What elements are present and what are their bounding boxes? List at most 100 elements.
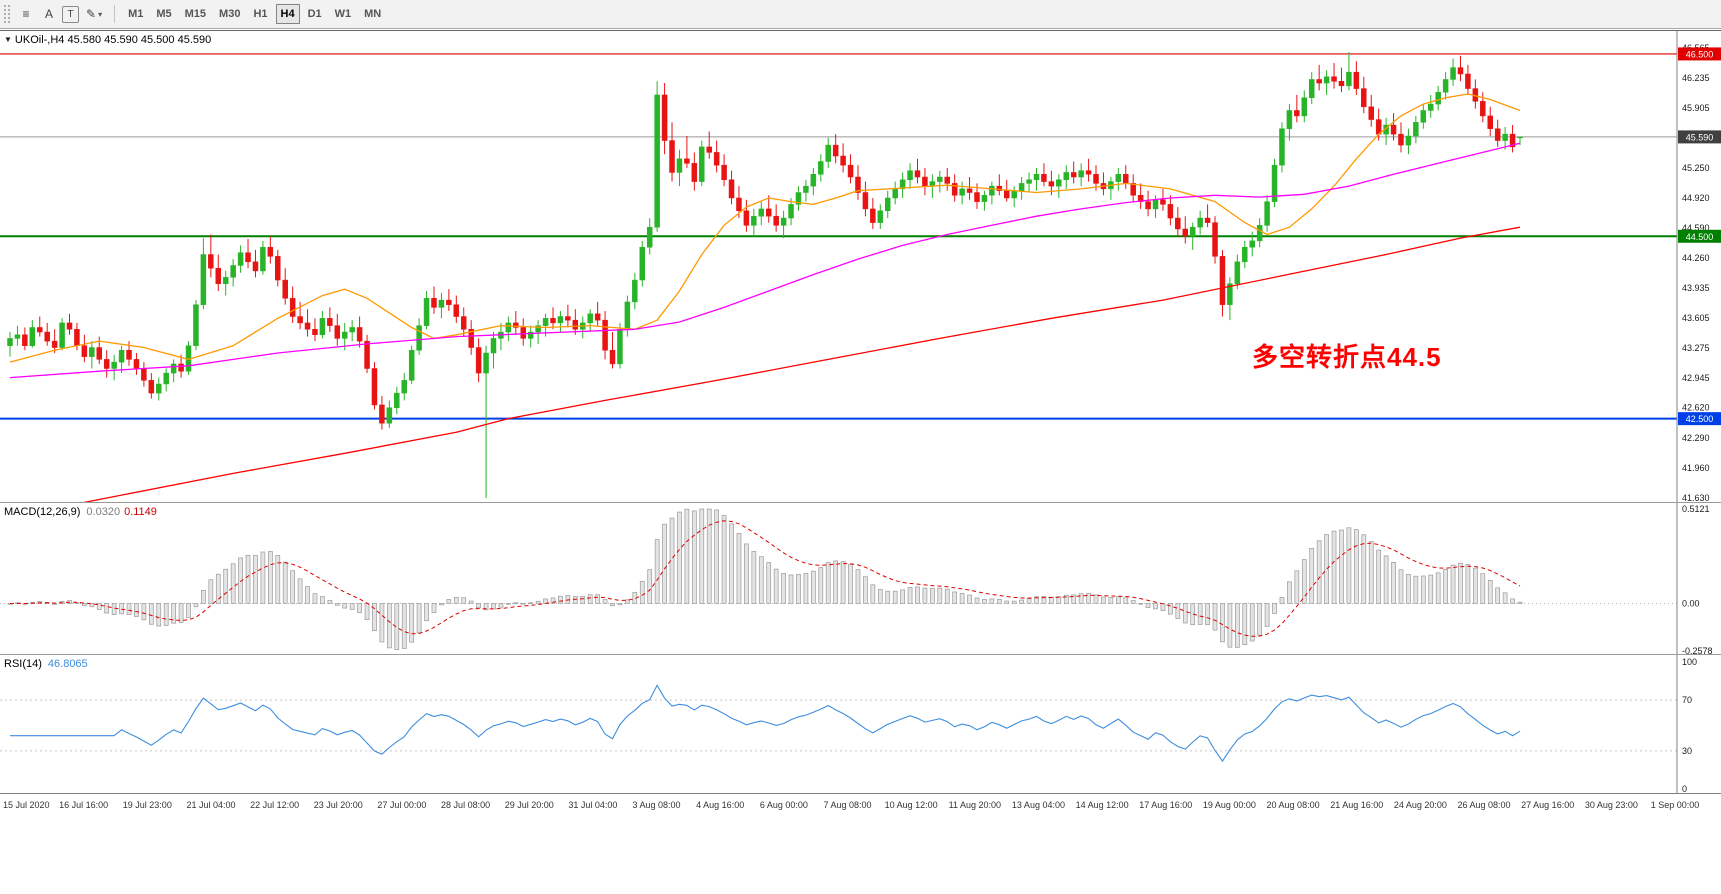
svg-text:13 Aug 04:00: 13 Aug 04:00 xyxy=(1012,800,1065,810)
rsi-name: RSI(14) xyxy=(4,658,42,670)
svg-text:4 Aug 16:00: 4 Aug 16:00 xyxy=(696,800,744,810)
toolbar-separator xyxy=(114,5,116,23)
svg-text:16 Jul 16:00: 16 Jul 16:00 xyxy=(59,800,108,810)
timeframe-m15-button[interactable]: M15 xyxy=(184,8,207,20)
svg-text:21 Jul 04:00: 21 Jul 04:00 xyxy=(186,800,235,810)
svg-text:41.960: 41.960 xyxy=(1682,463,1710,473)
svg-text:30 Aug 23:00: 30 Aug 23:00 xyxy=(1585,800,1638,810)
svg-text:-0.2578: -0.2578 xyxy=(1682,646,1713,654)
svg-text:0.00: 0.00 xyxy=(1682,598,1700,608)
time-axis-labels[interactable]: 15 Jul 2020 16 Jul 16:00 19 Jul 23:00 21 Ju… xyxy=(3,800,1699,810)
svg-text:20 Aug 08:00: 20 Aug 08:00 xyxy=(1267,800,1320,810)
timeframe-m1-button[interactable]: M1 xyxy=(128,8,144,20)
time-axis[interactable]: 15 Jul 2020 16 Jul 16:00 19 Jul 23:00 21 Ju… xyxy=(0,793,1721,815)
ma-medium-magenta xyxy=(9,142,1521,379)
svg-text:45.590: 45.590 xyxy=(1686,132,1714,142)
svg-text:70: 70 xyxy=(1682,695,1692,705)
macd-name: MACD(12,26,9) xyxy=(4,506,81,518)
svg-text:43.605: 43.605 xyxy=(1682,313,1710,323)
svg-text:42.290: 42.290 xyxy=(1682,433,1710,443)
svg-text:17 Aug 16:00: 17 Aug 16:00 xyxy=(1139,800,1192,810)
drawing-tools-group: ≡ A T ✎ ▾ xyxy=(16,4,106,24)
macd-indicator-label: MACD(12,26,9) 0.0320 0.1149 xyxy=(4,506,157,518)
timeframe-h1-button[interactable]: H1 xyxy=(253,8,268,20)
svg-text:24 Aug 20:00: 24 Aug 20:00 xyxy=(1394,800,1447,810)
symbol-dropdown-icon[interactable]: ▼ xyxy=(4,35,12,44)
dropdown-caret-icon[interactable]: ▾ xyxy=(98,9,103,19)
svg-text:3 Aug 08:00: 3 Aug 08:00 xyxy=(633,800,681,810)
timeframe-mn-button[interactable]: MN xyxy=(364,8,382,20)
macd-signal-line xyxy=(9,520,1521,637)
macd-panel[interactable]: 0.5121 0.00 -0.2578 xyxy=(0,502,1721,654)
svg-text:19 Jul 23:00: 19 Jul 23:00 xyxy=(123,800,172,810)
svg-text:11 Aug 20:00: 11 Aug 20:00 xyxy=(949,800,1001,810)
toolbar-grip[interactable] xyxy=(4,5,10,23)
timeframe-d1-button[interactable]: D1 xyxy=(307,8,322,20)
svg-text:0.5121: 0.5121 xyxy=(1682,504,1710,514)
svg-text:41.630: 41.630 xyxy=(1682,493,1710,502)
ma-fast-orange xyxy=(9,93,1521,363)
text-label-button[interactable]: A xyxy=(44,7,53,21)
svg-text:31 Jul 04:00: 31 Jul 04:00 xyxy=(568,800,617,810)
svg-text:1 Sep 00:00: 1 Sep 00:00 xyxy=(1651,800,1700,810)
macd-signal-value: 0.1149 xyxy=(124,506,157,518)
svg-text:23 Jul 20:00: 23 Jul 20:00 xyxy=(314,800,363,810)
timeframe-buttons-group: M1 M5 M15 M30 H1 H4 D1 W1 MN xyxy=(123,4,386,24)
svg-text:45.905: 45.905 xyxy=(1682,103,1710,113)
rsi-value: 46.8065 xyxy=(47,658,88,670)
rsi-indicator-label: RSI(14) 46.8065 xyxy=(4,658,88,670)
svg-text:26 Aug 08:00: 26 Aug 08:00 xyxy=(1458,800,1511,810)
macd-axis[interactable]: 0.5121 0.00 -0.2578 xyxy=(1676,503,1713,654)
ma-slow-red xyxy=(83,226,1521,502)
candles-series xyxy=(7,52,1523,498)
svg-text:46.500: 46.500 xyxy=(1686,49,1714,59)
price-axis[interactable]: 46.56546.23545.90545.57545.25044.92044.5… xyxy=(1676,31,1710,502)
macd-main-value: 0.0320 xyxy=(86,506,121,518)
svg-text:100: 100 xyxy=(1682,657,1697,667)
horizontal-price-lines[interactable] xyxy=(0,53,1677,420)
svg-text:15 Jul 2020: 15 Jul 2020 xyxy=(3,800,50,810)
svg-text:44.260: 44.260 xyxy=(1682,253,1710,263)
svg-text:44.500: 44.500 xyxy=(1686,232,1714,242)
svg-text:42.500: 42.500 xyxy=(1686,414,1714,424)
svg-text:43.275: 43.275 xyxy=(1682,343,1710,353)
chart-list-button[interactable]: ≡ xyxy=(22,7,30,21)
rsi-line xyxy=(10,684,1521,763)
svg-text:21 Aug 16:00: 21 Aug 16:00 xyxy=(1330,800,1383,810)
svg-text:29 Jul 20:00: 29 Jul 20:00 xyxy=(505,800,554,810)
svg-text:22 Jul 12:00: 22 Jul 12:00 xyxy=(250,800,299,810)
chart-symbol-header: ▼ UKOil-,H4 45.580 45.590 45.500 45.590 xyxy=(4,34,211,46)
svg-text:28 Jul 08:00: 28 Jul 08:00 xyxy=(441,800,490,810)
svg-text:30: 30 xyxy=(1682,746,1692,756)
timeframe-m5-button[interactable]: M5 xyxy=(156,8,172,20)
svg-text:45.250: 45.250 xyxy=(1682,163,1710,173)
symbol-ohlc-text: UKOil-,H4 45.580 45.590 45.500 45.590 xyxy=(14,34,212,46)
svg-text:7 Aug 08:00: 7 Aug 08:00 xyxy=(823,800,871,810)
draw-tool-button[interactable]: ✎ ▾ xyxy=(86,7,103,21)
rsi-axis[interactable]: 100 70 30 0 xyxy=(1676,655,1697,793)
svg-text:42.620: 42.620 xyxy=(1682,403,1710,413)
svg-text:42.945: 42.945 xyxy=(1682,373,1710,383)
main-price-chart[interactable]: 46.56546.23545.90545.57545.25044.92044.5… xyxy=(0,30,1721,502)
timeframe-m30-button[interactable]: M30 xyxy=(219,8,241,20)
svg-text:44.590: 44.590 xyxy=(1682,223,1710,233)
text-box-button[interactable]: T xyxy=(62,5,79,23)
svg-text:46.235: 46.235 xyxy=(1682,73,1710,83)
svg-text:14 Aug 12:00: 14 Aug 12:00 xyxy=(1076,800,1129,810)
timeframe-w1-button[interactable]: W1 xyxy=(334,8,352,20)
chart-annotation-text: 多空转折点44.5 xyxy=(1252,342,1442,372)
moving-average-lines xyxy=(9,93,1521,502)
svg-text:0: 0 xyxy=(1682,784,1687,793)
svg-text:27 Aug 16:00: 27 Aug 16:00 xyxy=(1521,800,1574,810)
svg-text:10 Aug 12:00: 10 Aug 12:00 xyxy=(885,800,938,810)
timeframe-h4-button[interactable]: H4 xyxy=(275,4,300,24)
svg-text:6 Aug 00:00: 6 Aug 00:00 xyxy=(760,800,808,810)
rsi-panel[interactable]: 100 70 30 0 xyxy=(0,654,1721,793)
macd-histogram xyxy=(7,508,1523,651)
svg-text:44.920: 44.920 xyxy=(1682,193,1710,203)
svg-text:43.935: 43.935 xyxy=(1682,283,1710,293)
price-badges: 46.500 45.590 44.500 42.500 xyxy=(1678,47,1721,426)
svg-text:19 Aug 00:00: 19 Aug 00:00 xyxy=(1203,800,1256,810)
toolbar: ≡ A T ✎ ▾ M1 M5 M15 M30 H1 H4 D1 W1 MN xyxy=(0,0,1721,29)
svg-text:27 Jul 00:00: 27 Jul 00:00 xyxy=(377,800,426,810)
